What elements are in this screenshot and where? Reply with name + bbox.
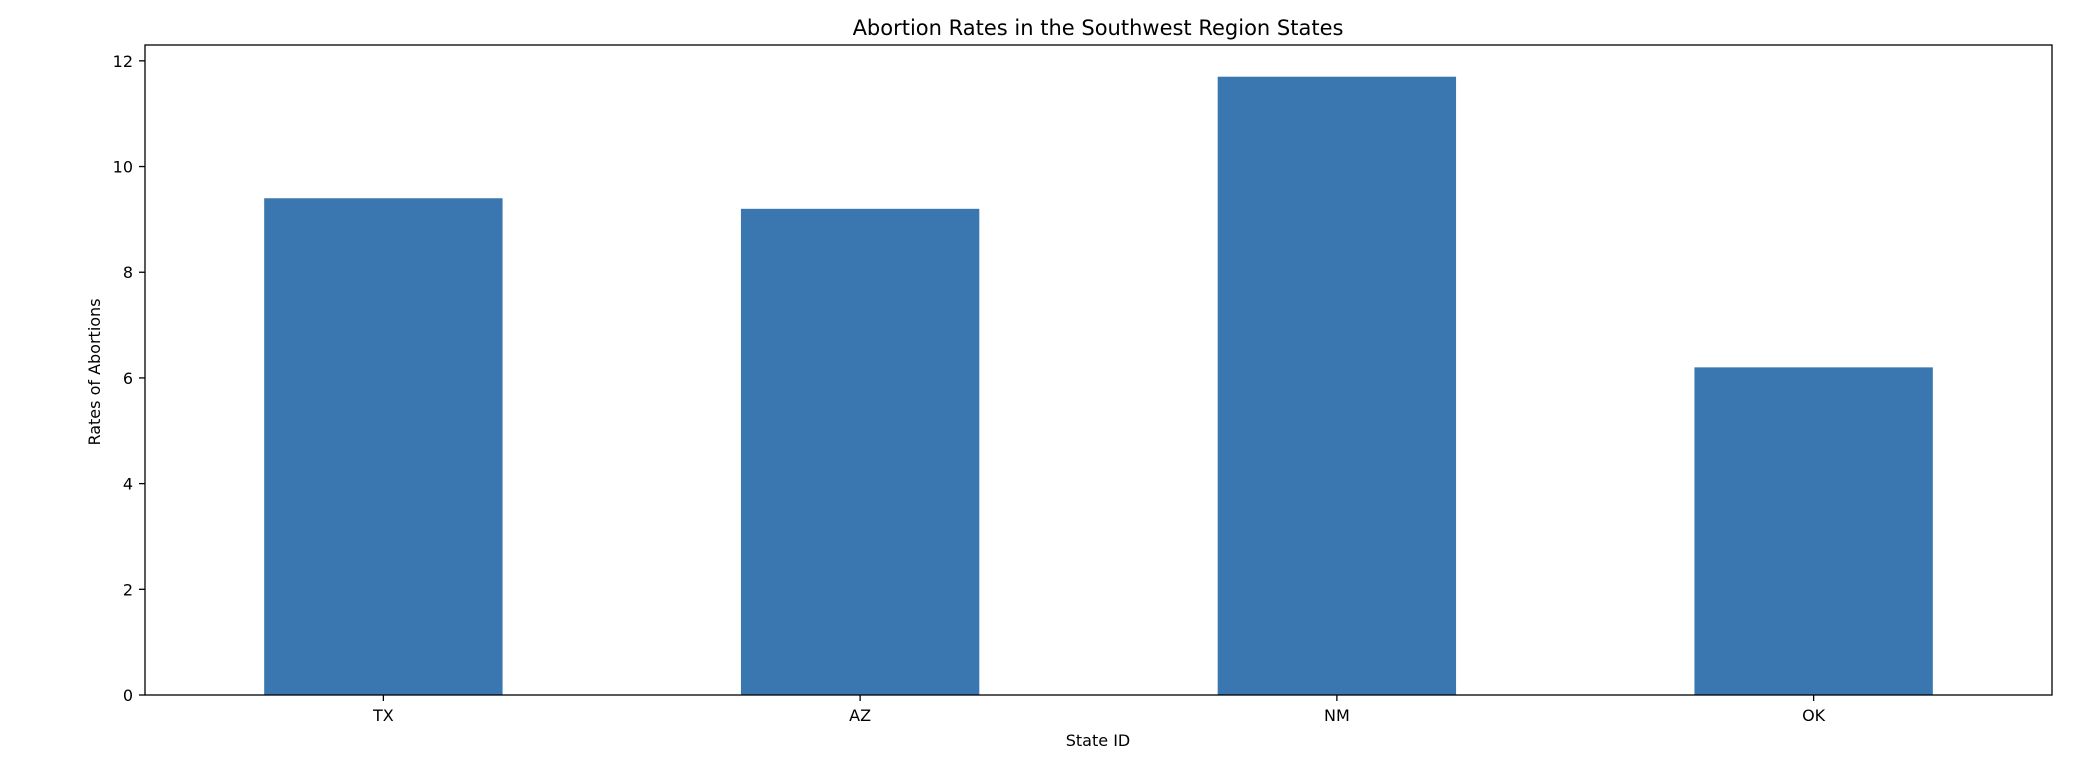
x-tick-label: OK xyxy=(1802,706,1826,725)
bars-group xyxy=(264,76,1933,696)
y-tick-label: 12 xyxy=(113,52,133,71)
plot-frame xyxy=(144,44,2053,696)
x-tick-label: AZ xyxy=(849,706,871,725)
y-tick-label: 0 xyxy=(123,686,133,705)
y-tick-label: 8 xyxy=(123,263,133,282)
chart-title: Abortion Rates in the Southwest Region S… xyxy=(853,16,1344,40)
bar-ok xyxy=(1694,367,1933,695)
bar-az xyxy=(740,208,980,695)
bar-nm xyxy=(1217,76,1457,695)
y-tick-label: 2 xyxy=(123,580,133,599)
x-tick-label: TX xyxy=(372,706,394,725)
x-axis-label: State ID xyxy=(1066,731,1130,750)
x-tick-label: NM xyxy=(1324,706,1350,725)
x-axis: TX AZ NM OK xyxy=(372,695,1826,725)
bar-tx xyxy=(264,198,503,696)
y-tick-label: 10 xyxy=(113,158,133,177)
y-axis: 0 2 4 6 8 10 12 xyxy=(113,52,145,705)
y-axis-label: Rates of Abortions xyxy=(85,298,104,445)
y-tick-label: 4 xyxy=(123,475,133,494)
y-tick-label: 6 xyxy=(123,369,133,388)
